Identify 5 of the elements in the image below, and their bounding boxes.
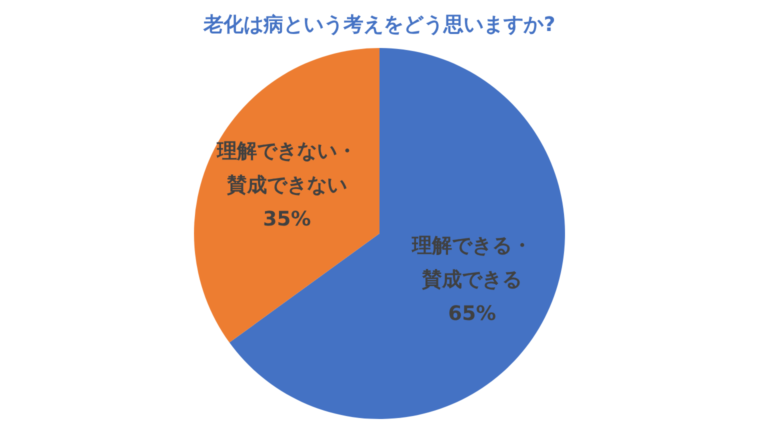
slice-label: 理解できない・賛成できない	[216, 138, 357, 197]
data-label: 65%	[448, 300, 496, 325]
data-label: 35%	[263, 206, 311, 231]
chart-title: 老化は病という考えをどう思いますか?	[202, 12, 556, 36]
slice-label: 理解できる・賛成できる	[411, 232, 532, 291]
